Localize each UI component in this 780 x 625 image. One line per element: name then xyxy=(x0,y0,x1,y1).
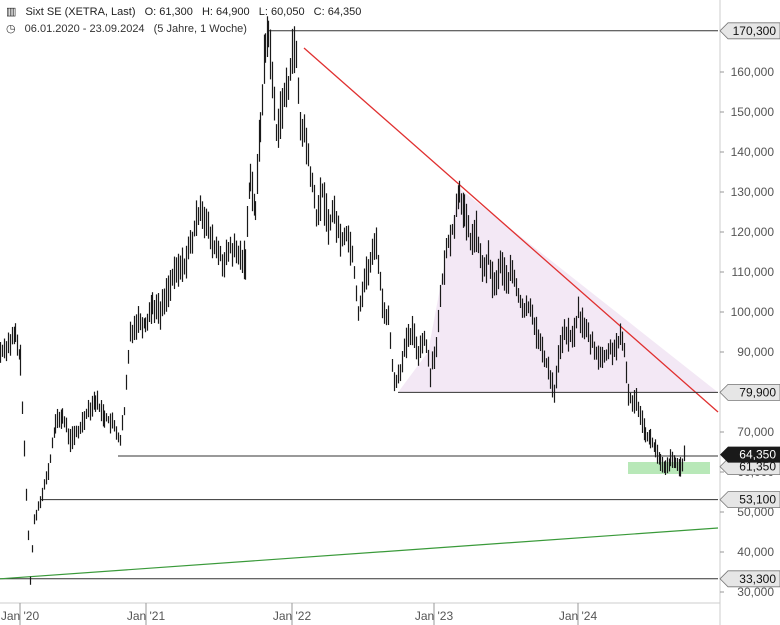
price-level-box xyxy=(719,491,780,509)
price-level-box xyxy=(719,22,780,40)
x-tick-label: Jan '22 xyxy=(273,609,312,623)
close-value: C: 64,350 xyxy=(313,6,362,18)
y-tick-label: 150,000 xyxy=(731,105,775,119)
x-tick-label: Jan '23 xyxy=(415,609,454,623)
period-text: (5 Jahre, 1 Woche) xyxy=(153,23,247,35)
last-price-label: 64,350 xyxy=(739,448,776,462)
y-tick-label: 160,000 xyxy=(731,65,775,79)
price-level-label: 33,300 xyxy=(739,572,776,586)
y-tick-label: 130,000 xyxy=(731,185,775,199)
open-value: O: 61,300 xyxy=(144,6,193,18)
range-header: ◷ 06.01.2020 - 23.09.2024 (5 Jahre, 1 Wo… xyxy=(6,22,253,35)
chart-header: ▥ Sixt SE (XETRA, Last) O: 61,300 H: 64,… xyxy=(6,5,367,18)
y-tick-label: 140,000 xyxy=(731,145,775,159)
x-tick-label: Jan '21 xyxy=(127,609,166,623)
price-level-box xyxy=(719,570,780,588)
price-level-label: 61,350 xyxy=(739,460,776,474)
y-tick-label: 100,000 xyxy=(731,305,775,319)
y-tick-label: 30,000 xyxy=(737,585,774,599)
y-tick-label: 110,000 xyxy=(732,265,775,279)
low-value: L: 60,050 xyxy=(258,6,305,18)
high-value: H: 64,900 xyxy=(201,6,250,18)
price-level-label: 53,100 xyxy=(739,493,776,507)
last-price-box xyxy=(720,446,780,463)
y-tick-label: 70,000 xyxy=(737,425,774,439)
date-range: 06.01.2020 - 23.09.2024 xyxy=(24,23,145,35)
instrument-name: Sixt SE (XETRA, Last) xyxy=(25,6,136,18)
trend-line-6 xyxy=(0,527,719,580)
price-level-box xyxy=(719,383,780,401)
price-level-label: 79,900 xyxy=(739,385,776,399)
y-tick-label: 40,000 xyxy=(737,545,774,559)
resistance-line-0 xyxy=(303,47,719,413)
candlestick-icon: ▥ xyxy=(6,6,17,18)
x-tick-label: Jan '24 xyxy=(559,609,598,623)
clock-icon: ◷ xyxy=(6,23,16,35)
x-tick-label: Jan '20 xyxy=(1,609,40,623)
price-level-label: 170,300 xyxy=(733,24,777,38)
y-tick-label: 50,000 xyxy=(737,505,774,519)
y-tick-label: 120,000 xyxy=(731,225,775,239)
y-tick-label: 90,000 xyxy=(737,345,774,359)
